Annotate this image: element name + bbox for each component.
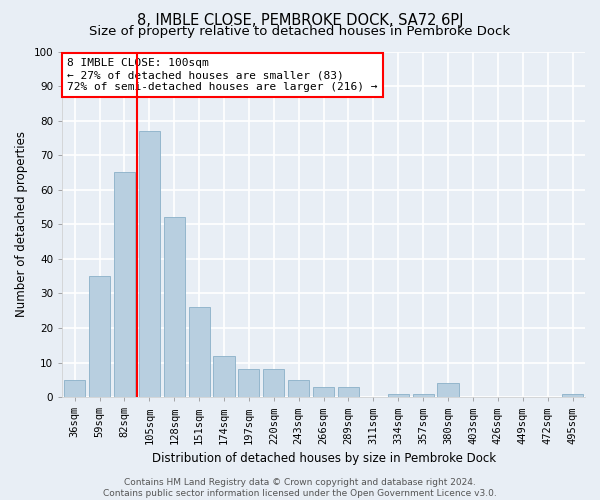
Bar <box>139 131 160 397</box>
X-axis label: Distribution of detached houses by size in Pembroke Dock: Distribution of detached houses by size … <box>152 452 496 465</box>
Text: 8 IMBLE CLOSE: 100sqm
← 27% of detached houses are smaller (83)
72% of semi-deta: 8 IMBLE CLOSE: 100sqm ← 27% of detached … <box>67 58 378 92</box>
Bar <box>338 387 359 397</box>
Bar <box>263 370 284 397</box>
Bar <box>214 356 235 397</box>
Bar <box>64 380 85 397</box>
Bar <box>388 394 409 397</box>
Text: Contains HM Land Registry data © Crown copyright and database right 2024.
Contai: Contains HM Land Registry data © Crown c… <box>103 478 497 498</box>
Text: Size of property relative to detached houses in Pembroke Dock: Size of property relative to detached ho… <box>89 25 511 38</box>
Y-axis label: Number of detached properties: Number of detached properties <box>15 132 28 318</box>
Bar <box>188 308 210 397</box>
Bar <box>437 384 458 397</box>
Bar <box>89 276 110 397</box>
Bar <box>238 370 259 397</box>
Text: 8, IMBLE CLOSE, PEMBROKE DOCK, SA72 6PJ: 8, IMBLE CLOSE, PEMBROKE DOCK, SA72 6PJ <box>137 12 463 28</box>
Bar <box>164 218 185 397</box>
Bar <box>114 172 135 397</box>
Bar <box>413 394 434 397</box>
Bar <box>313 387 334 397</box>
Bar <box>562 394 583 397</box>
Bar <box>288 380 309 397</box>
